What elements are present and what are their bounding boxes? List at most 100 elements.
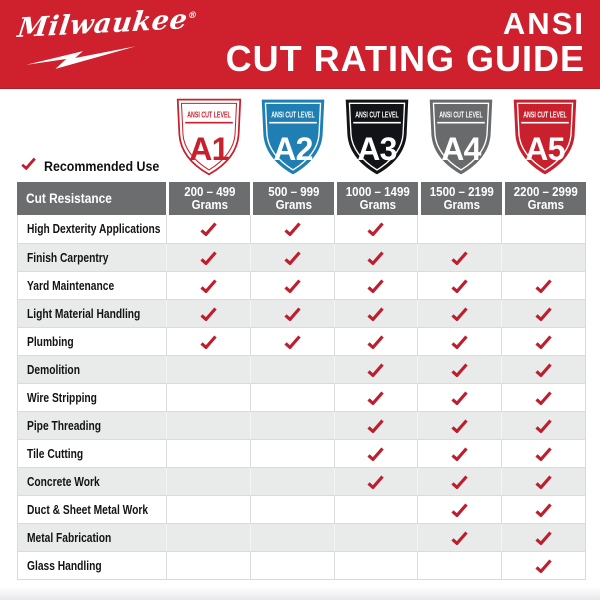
shield-level-label: A2 [273,131,313,167]
check-icon [451,306,468,321]
check-icon [284,250,301,265]
check-cell [417,496,501,523]
row-label-cell: Pipe Threading [18,412,166,439]
cut-level-shield-a4: ANSI CUT LEVEL A4 [427,97,495,177]
check-cell [417,272,501,299]
check-icon [535,306,552,321]
check-cell [333,412,418,439]
shield-banner-label: ANSI CUT LEVEL [355,110,399,119]
brand-wordmark: Milwaukee® [16,4,198,44]
column-header-cut-resistance: Cut Resistance [17,182,166,215]
check-icon [367,390,385,405]
check-icon [535,362,552,377]
shield-badge-icon: ANSI CUT LEVEL A5 [513,99,577,175]
check-cell [501,524,585,551]
check-cell [333,300,418,327]
check-icon [535,446,552,461]
check-cell [501,356,585,383]
shield-badge-icon: ANSI CUT LEVEL A2 [261,99,325,175]
table-row-metal-fabrication: Metal Fabrication [18,523,585,551]
check-icon [451,278,468,293]
cut-level-shield-a5: ANSI CUT LEVEL A5 [511,97,579,177]
empty-cell [166,440,250,467]
title-line2: CUT RATING GUIDE [225,38,585,79]
guide-title: ANSI CUT RATING GUIDE [226,7,585,77]
table-row-duct-sheet-metal-work: Duct & Sheet Metal Work [18,495,585,523]
check-icon [451,362,468,377]
shield-level-label: A5 [525,131,565,167]
check-cell [501,440,585,467]
check-icon [367,474,385,489]
table-row-high-dexterity-applications: High Dexterity Applications [18,215,585,243]
row-label-cell: Duct & Sheet Metal Work [18,496,166,523]
table-row-finish-carpentry: Finish Carpentry [18,243,585,271]
table-row-tile-cutting: Tile Cutting [18,439,585,467]
empty-cell [249,496,334,523]
table-header-row: Cut Resistance 200 – 499 Grams 500 – 999 Gra… [17,182,586,215]
check-cell [501,412,585,439]
check-icon [451,390,468,405]
check-icon [535,278,552,293]
check-cell [249,244,334,271]
cut-level-shield-a3: ANSI CUT LEVEL A3 [343,97,411,177]
column-header-grams-1: 200 – 499 Grams [166,182,250,215]
check-cell [333,440,418,467]
empty-cell [249,412,334,439]
grams-unit-label: Grams [443,198,480,212]
check-icon [535,390,552,405]
check-icon [200,222,217,236]
check-icon [21,157,36,175]
empty-cell [333,524,418,551]
empty-cell [417,215,501,243]
row-label: Finish Carpentry [27,250,109,265]
check-cell [417,524,501,551]
check-cell [333,272,418,299]
shield-banner-label: ANSI CUT LEVEL [523,110,567,119]
check-cell [166,272,250,299]
empty-cell [249,524,334,551]
empty-cell [166,524,250,551]
grams-range-label: 1000 – 1499 [345,185,410,199]
row-label-cell: Plumbing [18,328,166,355]
row-label: Wire Stripping [27,390,97,405]
check-icon [451,502,468,517]
table-row-yard-maintenance: Yard Maintenance [18,271,585,299]
column-header-grams-4: 1500 – 2199 Grams [418,182,502,215]
check-icon [367,334,385,349]
check-icon [535,418,552,433]
row-label: Metal Fabrication [27,530,112,545]
check-cell [417,328,501,355]
check-icon [367,278,385,293]
shield-banner-label: ANSI CUT LEVEL [439,110,483,119]
row-label-cell: Concrete Work [18,468,166,495]
row-label: Pipe Threading [27,418,102,433]
legend-recommended-use: Recommended Use [21,156,169,176]
check-icon [451,446,468,461]
table-row-concrete-work: Concrete Work [18,467,585,495]
table-row-wire-stripping: Wire Stripping [18,383,585,411]
shield-level-label: A4 [441,131,481,167]
check-icon [284,222,301,236]
check-icon [200,278,217,293]
masthead: Milwaukee® ANSI CUT RATING GUIDE [0,0,600,89]
check-icon [200,250,217,265]
legend-label: Recommended Use [44,158,160,174]
check-icon [21,157,36,171]
empty-cell [249,356,334,383]
cut-level-shield-a1: ANSI CUT LEVEL A1 [175,97,243,177]
check-cell [333,215,418,243]
check-cell [166,300,250,327]
check-cell [249,300,334,327]
check-icon [367,250,385,265]
check-cell [249,328,334,355]
empty-cell [249,384,334,411]
check-cell [501,468,585,495]
empty-cell [166,384,250,411]
check-cell [501,328,585,355]
shield-badge-icon: ANSI CUT LEVEL A1 [176,98,242,176]
grams-unit-label: Grams [527,198,564,212]
check-cell [417,300,501,327]
bottom-fade [0,587,600,600]
check-cell [333,244,418,271]
